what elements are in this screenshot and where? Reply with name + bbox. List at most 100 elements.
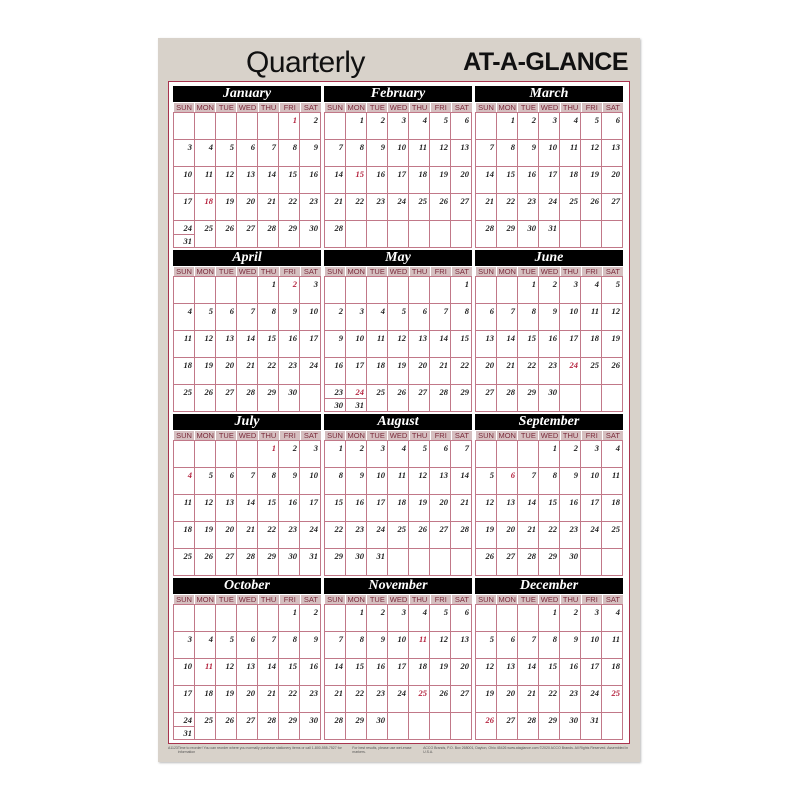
day-cell[interactable]: 28 [451, 522, 472, 549]
day-cell[interactable]: 19 [409, 495, 430, 522]
day-cell[interactable]: 15 [497, 167, 518, 194]
day-cell[interactable]: 20 [409, 358, 430, 385]
day-cell[interactable]: 16 [325, 358, 346, 385]
day-cell[interactable] [195, 277, 216, 304]
day-cell[interactable] [388, 221, 409, 248]
day-cell[interactable] [216, 605, 237, 632]
day-cell[interactable]: 6 [497, 468, 518, 495]
day-cell[interactable]: 22 [346, 686, 367, 713]
day-cell[interactable]: 19 [581, 167, 602, 194]
day-cell[interactable]: 23 [518, 194, 539, 221]
day-cell[interactable] [174, 605, 195, 632]
day-cell[interactable]: 15 [346, 659, 367, 686]
day-cell[interactable]: 5 [216, 632, 237, 659]
day-cell[interactable] [430, 549, 451, 576]
day-cell[interactable]: 24 [581, 522, 602, 549]
day-cell[interactable]: 12 [195, 495, 216, 522]
day-cell[interactable]: 6 [237, 140, 258, 167]
day-cell[interactable]: 6 [451, 113, 472, 140]
day-cell[interactable]: 12 [476, 495, 497, 522]
day-cell[interactable]: 8 [325, 468, 346, 495]
day-cell[interactable]: 18 [195, 194, 216, 221]
day-cell[interactable]: 10 [581, 632, 602, 659]
day-cell[interactable] [451, 713, 472, 740]
day-cell[interactable]: 26 [409, 522, 430, 549]
day-cell[interactable]: 5 [195, 304, 216, 331]
day-cell[interactable]: 4 [560, 113, 581, 140]
day-cell[interactable]: 6 [216, 304, 237, 331]
day-cell[interactable]: 23 [300, 686, 321, 713]
day-cell[interactable]: 2 [279, 277, 300, 304]
day-cell[interactable]: 23 30 [325, 385, 346, 412]
day-cell[interactable]: 22 [279, 194, 300, 221]
day-cell[interactable]: 16 [346, 495, 367, 522]
day-cell[interactable] [237, 113, 258, 140]
day-cell[interactable]: 2 [279, 441, 300, 468]
day-cell[interactable]: 14 [237, 495, 258, 522]
day-cell[interactable]: 24 [560, 358, 581, 385]
day-cell[interactable] [195, 441, 216, 468]
day-cell[interactable]: 7 [518, 632, 539, 659]
day-cell[interactable]: 27 [409, 385, 430, 412]
day-cell[interactable]: 7 [497, 304, 518, 331]
day-cell[interactable]: 28 [237, 549, 258, 576]
day-cell[interactable]: 28 [518, 713, 539, 740]
day-cell[interactable]: 2 [539, 277, 560, 304]
day-cell[interactable]: 20 [430, 495, 451, 522]
day-cell[interactable]: 10 [346, 331, 367, 358]
day-cell[interactable]: 9 [325, 331, 346, 358]
day-cell[interactable]: 31 [581, 713, 602, 740]
day-cell[interactable]: 4 [581, 277, 602, 304]
day-cell[interactable]: 8 [279, 140, 300, 167]
day-cell[interactable]: 11 [409, 632, 430, 659]
day-cell[interactable]: 3 [539, 113, 560, 140]
day-cell[interactable]: 12 [430, 140, 451, 167]
day-cell[interactable]: 5 [409, 441, 430, 468]
day-cell[interactable]: 27 [476, 385, 497, 412]
day-cell[interactable]: 23 [346, 522, 367, 549]
day-cell[interactable]: 9 [560, 468, 581, 495]
day-cell[interactable]: 12 [430, 632, 451, 659]
day-cell[interactable]: 29 [279, 221, 300, 248]
day-cell[interactable]: 26 [581, 194, 602, 221]
day-cell[interactable]: 4 [174, 468, 195, 495]
day-cell[interactable]: 14 [518, 495, 539, 522]
day-cell[interactable]: 6 [430, 441, 451, 468]
day-cell[interactable]: 5 [216, 140, 237, 167]
day-cell[interactable]: 22 [539, 522, 560, 549]
day-cell[interactable]: 17 [174, 194, 195, 221]
day-cell[interactable]: 20 [476, 358, 497, 385]
day-cell[interactable]: 30 [560, 713, 581, 740]
day-cell[interactable]: 22 [279, 686, 300, 713]
day-cell[interactable]: 29 [258, 549, 279, 576]
day-cell[interactable]: 27 [430, 522, 451, 549]
day-cell[interactable]: 13 [409, 331, 430, 358]
day-cell[interactable]: 14 [451, 468, 472, 495]
day-cell[interactable]: 26 [195, 549, 216, 576]
day-cell[interactable]: 4 [174, 304, 195, 331]
day-cell[interactable]: 14 [430, 331, 451, 358]
day-cell[interactable]: 4 [409, 605, 430, 632]
day-cell[interactable] [216, 113, 237, 140]
day-cell[interactable]: 25 [602, 522, 623, 549]
day-cell[interactable]: 25 [174, 549, 195, 576]
day-cell[interactable]: 1 [518, 277, 539, 304]
day-cell[interactable]: 28 [325, 713, 346, 740]
day-cell[interactable]: 11 [195, 659, 216, 686]
day-cell[interactable]: 21 [325, 686, 346, 713]
day-cell[interactable]: 28 [476, 221, 497, 248]
day-cell[interactable]: 28 [258, 221, 279, 248]
day-cell[interactable]: 5 [602, 277, 623, 304]
day-cell[interactable]: 12 [216, 659, 237, 686]
day-cell[interactable]: 22 [497, 194, 518, 221]
day-cell[interactable]: 19 [476, 522, 497, 549]
day-cell[interactable] [237, 441, 258, 468]
day-cell[interactable]: 29 [258, 385, 279, 412]
day-cell[interactable]: 1 [539, 605, 560, 632]
day-cell[interactable]: 8 [539, 468, 560, 495]
day-cell[interactable]: 10 [388, 632, 409, 659]
day-cell[interactable]: 3 [388, 113, 409, 140]
day-cell[interactable] [388, 277, 409, 304]
day-cell[interactable]: 25 [409, 194, 430, 221]
day-cell[interactable]: 20 [237, 686, 258, 713]
